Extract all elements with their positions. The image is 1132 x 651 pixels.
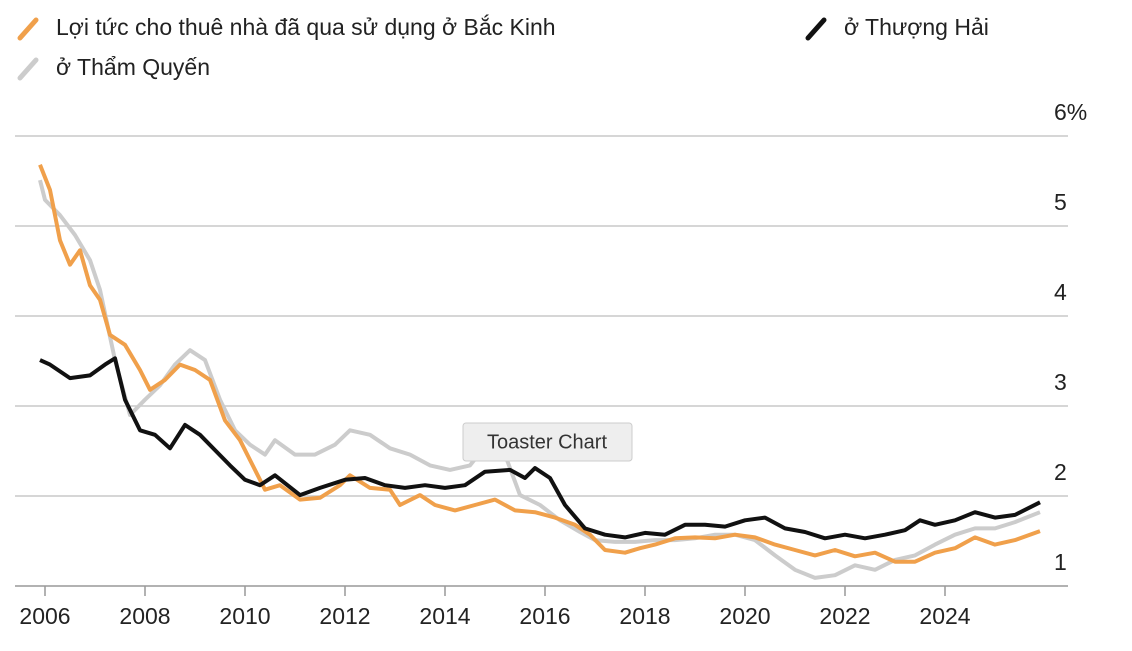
y-tick-label: 2 — [1054, 459, 1067, 485]
x-tick-label: 2014 — [419, 603, 470, 629]
x-tick-label: 2016 — [519, 603, 570, 629]
line-series — [38, 179, 1041, 580]
legend-label: ở Thẩm Quyến — [56, 54, 210, 80]
line-series — [38, 164, 1041, 564]
x-tick-label: 2006 — [19, 603, 70, 629]
y-tick-label: 6% — [1054, 99, 1087, 125]
legend-label: Lợi tức cho thuê nhà đã qua sử dụng ở Bắ… — [56, 14, 556, 40]
legend-swatch — [17, 57, 39, 81]
x-tick-label: 2018 — [619, 603, 670, 629]
tooltip: Toaster Chart — [462, 422, 633, 462]
x-tick-label: 2024 — [919, 603, 970, 629]
tooltip-text: Toaster Chart — [487, 431, 607, 453]
y-tick-label: 1 — [1054, 549, 1067, 575]
x-tick-label: 2012 — [319, 603, 370, 629]
legend-swatch — [805, 17, 827, 41]
legend-swatch — [17, 17, 39, 41]
x-tick-label: 2020 — [719, 603, 770, 629]
x-tick-label: 2008 — [119, 603, 170, 629]
y-tick-label: 5 — [1054, 189, 1067, 215]
y-tick-label: 4 — [1054, 279, 1067, 305]
x-tick-label: 2010 — [219, 603, 270, 629]
x-tick-label: 2022 — [819, 603, 870, 629]
y-tick-label: 3 — [1054, 369, 1067, 395]
legend-label: ở Thượng Hải — [844, 14, 989, 40]
line-series — [39, 356, 1041, 541]
tooltip-box — [462, 422, 633, 462]
